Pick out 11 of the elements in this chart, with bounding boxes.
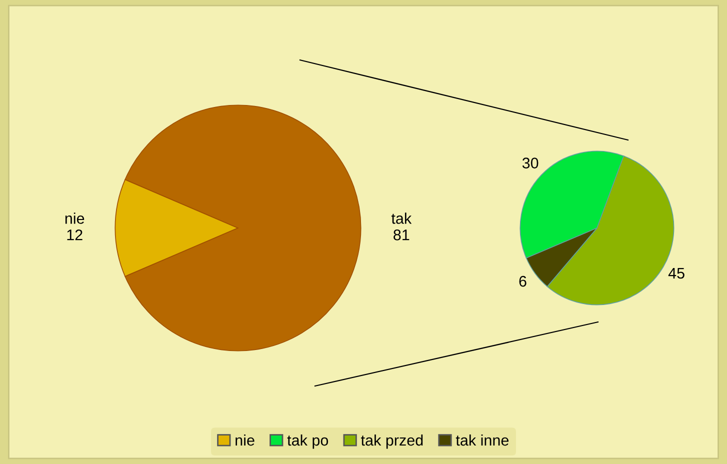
legend-label: tak po — [287, 434, 328, 449]
slice-label: tak — [391, 212, 412, 224]
data-label: 30 — [522, 158, 538, 168]
slice-label: nie — [65, 212, 84, 224]
legend-label: nie — [236, 434, 254, 446]
data-label: 45 — [668, 268, 684, 279]
data-label: 6 — [519, 276, 526, 287]
data-label: 81 — [394, 230, 410, 240]
legend-label: tak przed — [361, 434, 423, 449]
legend-label: tak inne — [456, 434, 509, 446]
data-label: 12 — [67, 230, 82, 240]
